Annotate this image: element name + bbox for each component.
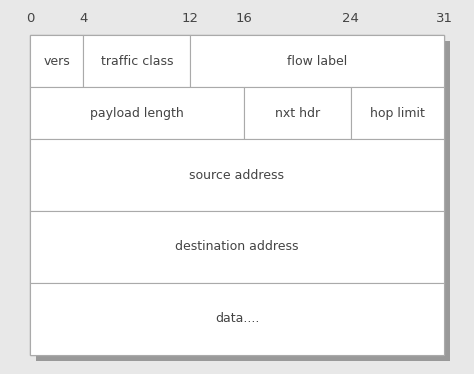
- Text: flow label: flow label: [287, 55, 347, 67]
- Text: traffic class: traffic class: [100, 55, 173, 67]
- Text: nxt hdr: nxt hdr: [274, 107, 319, 120]
- Bar: [30, 283, 444, 355]
- Text: 24: 24: [342, 12, 359, 25]
- Text: 0: 0: [26, 12, 34, 25]
- Bar: [83, 35, 190, 87]
- Text: destination address: destination address: [175, 240, 299, 254]
- Bar: [350, 87, 444, 139]
- Bar: [244, 87, 350, 139]
- Bar: [30, 35, 83, 87]
- Bar: [30, 87, 244, 139]
- Bar: [190, 35, 444, 87]
- Text: source address: source address: [190, 169, 284, 181]
- Text: 4: 4: [79, 12, 88, 25]
- Bar: [30, 35, 444, 355]
- Bar: [30, 211, 444, 283]
- Text: hop limit: hop limit: [370, 107, 425, 120]
- Text: 16: 16: [235, 12, 252, 25]
- Bar: [30, 139, 444, 211]
- Text: payload length: payload length: [90, 107, 184, 120]
- Text: 12: 12: [182, 12, 199, 25]
- Text: 31: 31: [436, 12, 453, 25]
- Bar: [36, 41, 450, 361]
- Text: vers: vers: [43, 55, 70, 67]
- Text: data....: data....: [215, 313, 259, 325]
